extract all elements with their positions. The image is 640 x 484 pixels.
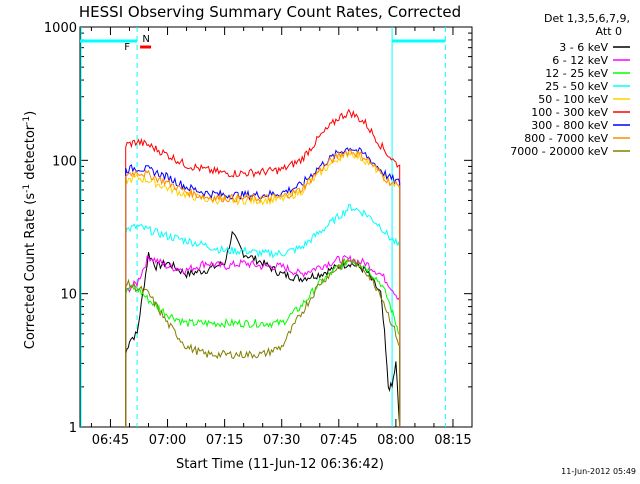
legend-label: 6 - 12 keV [552,54,608,67]
y-axis-label-part-2: detector [23,124,38,184]
series-line-6 [125,108,401,427]
x-axis-label: Start Time (11-Jun-12 06:36:42) [176,457,384,472]
legend-label: 12 - 25 keV [545,67,608,80]
x-tick-label: 06:45 [92,433,129,448]
y-axis-label-part-3: ) [23,111,38,116]
series-line-4 [125,203,401,427]
y-axis-label-sup-2: -1 [22,116,32,125]
series-line-3 [125,257,401,427]
y-tick-label: 1000 [44,21,77,36]
x-tick-label: 07:45 [320,433,357,448]
legend-label: 300 - 800 keV [531,119,608,132]
y-tick-label: 1 [69,421,77,436]
plot-frame [79,26,473,428]
legend-header-line-1: Det 1,3,5,6,7,9, [544,12,630,25]
legend-label: 50 - 100 keV [538,93,608,106]
x-tick-label: 08:15 [434,433,471,448]
series-line-9 [125,258,401,427]
series-line-2 [125,254,401,427]
legend-label: 7000 - 20000 keV [510,145,608,158]
legend-label: 100 - 300 keV [531,106,608,119]
footer-date: 11-Jun-2012 05:49 [561,467,636,476]
plot-area: 1 10 100 1000 06:45 07:00 07:15 07:30 07:45 08:00… [44,21,473,448]
series-line-5 [125,151,401,427]
x-tick-label: 07:00 [149,433,186,448]
legend-header-line-2: Att 0 [596,25,622,38]
flag-f-label: F [124,42,130,53]
series-line-8 [125,148,401,427]
x-tick-label: 08:00 [377,433,414,448]
legend-label: 3 - 6 keV [559,41,608,54]
y-tick-label: 10 [60,288,77,303]
y-axis-label: Corrected Count Rate (s-1 detector-1) [22,111,38,349]
legend-label: 25 - 50 keV [545,80,608,93]
x-tick-label: 07:15 [206,433,243,448]
legend-label: 800 - 7000 keV [524,132,608,145]
y-axis-label-sup-1: -1 [22,184,32,193]
x-tick-label: 07:30 [263,433,300,448]
chart-title: HESSI Observing Summary Count Rates, Cor… [79,3,461,21]
flag-n-label: N [142,34,149,45]
y-tick-label: 100 [52,154,77,169]
y-axis-label-part-1: Corrected Count Rate (s [23,193,38,350]
